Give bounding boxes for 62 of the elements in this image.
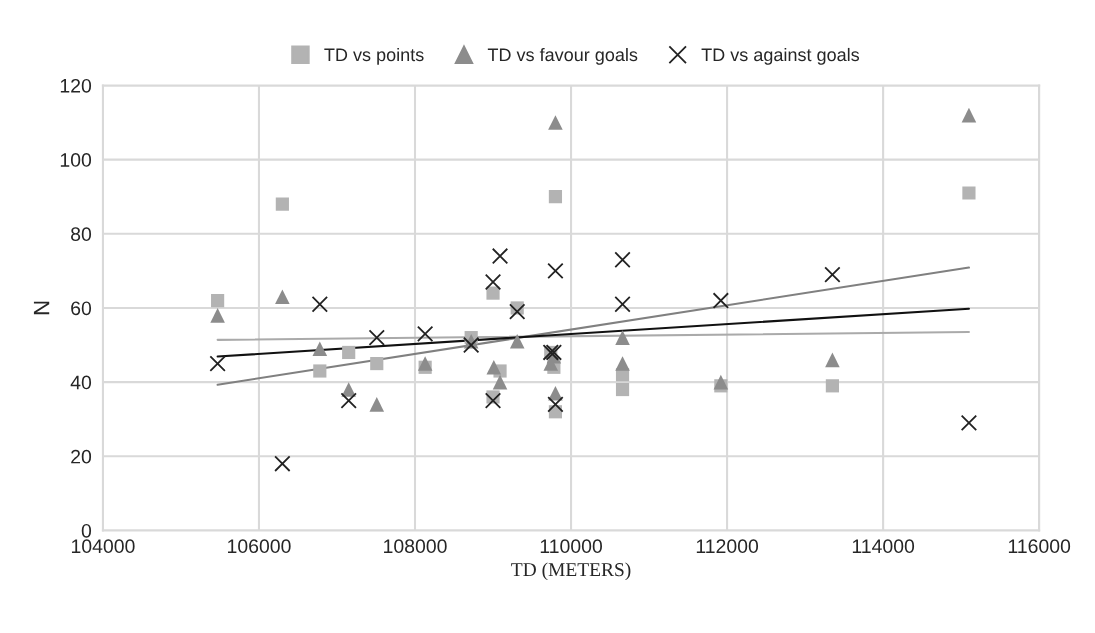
point [210,308,225,323]
point [548,115,563,130]
point [492,374,508,390]
point [547,262,564,280]
point [960,414,978,432]
y-tick-label: 120 [60,78,92,93]
point [961,107,977,123]
point [615,356,630,371]
point [713,374,729,390]
point [275,197,289,211]
point [311,296,329,313]
point [509,303,526,320]
point [313,364,327,378]
point [614,251,631,268]
point [825,352,840,368]
point [340,392,357,409]
point [211,293,225,308]
point [274,455,291,472]
x-tick-label: 104000 [71,539,135,554]
y-tick-label: 40 [70,375,92,390]
y-tick-label: 80 [71,227,92,242]
x-tick-label: 108000 [384,539,447,554]
point [209,355,226,372]
point [509,334,525,349]
point [962,186,976,200]
point [491,247,509,265]
x-tick-label: 114000 [852,539,915,554]
y-tick-label: 60 [71,301,92,316]
point [484,392,502,409]
point [462,336,480,354]
point [369,397,385,412]
point [712,292,730,309]
x-tick-label: 112000 [696,539,759,554]
point [312,341,328,357]
x-tick-label: 106000 [228,539,291,554]
point [484,273,502,291]
point [486,286,500,300]
point [486,360,502,375]
x-tick-label: 116000 [1008,539,1071,554]
y-tick-label: 0 [81,523,92,538]
x-axis-title: TD (METERS) [511,562,631,581]
point [545,344,563,361]
x-tick-label: 110000 [540,539,603,554]
point [615,382,630,397]
y-tick-label: 20 [71,449,92,464]
point [615,330,630,345]
point [614,296,631,313]
point [368,329,385,346]
point [416,325,434,343]
point [825,379,839,393]
point [824,266,841,283]
y-axis-title: N [33,301,50,315]
legend-label: TD vs points [324,47,424,65]
y-tick-label: 100 [60,153,92,167]
point [342,345,356,360]
legend-label: TD vs against goals [701,47,860,65]
legend-label: TD vs favour goals [487,47,638,65]
point [417,356,433,371]
point [548,190,563,204]
point [275,289,290,305]
point [547,396,564,413]
point [370,356,384,371]
